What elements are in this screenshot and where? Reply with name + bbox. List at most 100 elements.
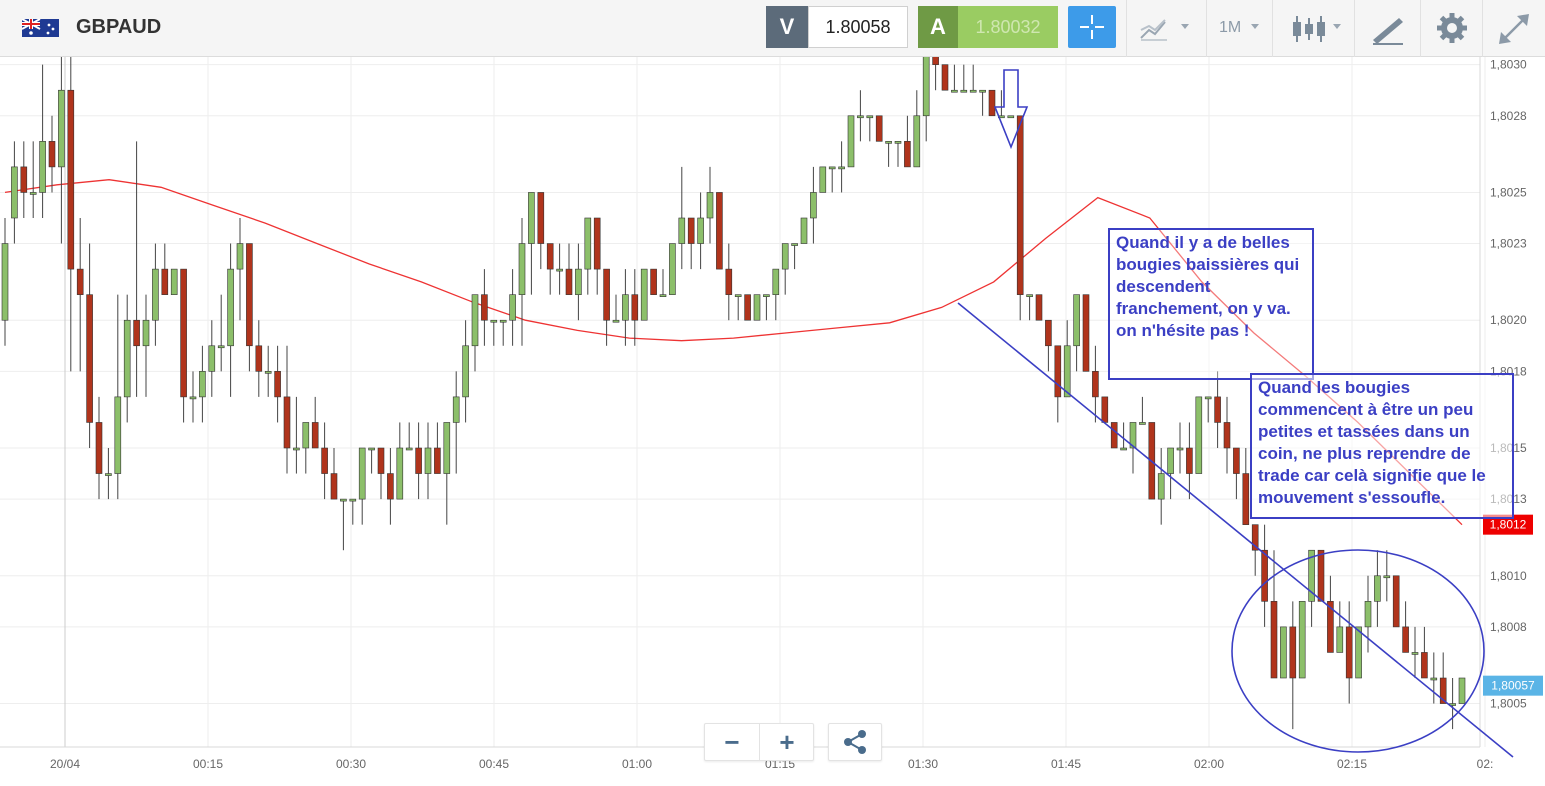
candle-down (603, 268, 610, 321)
candle-down (283, 396, 291, 449)
candle-down (631, 294, 639, 321)
timeframe-select[interactable]: 1M (1206, 0, 1272, 57)
candle-down (330, 473, 338, 500)
candle-down (434, 447, 441, 474)
chart-type-button[interactable] (1126, 0, 1206, 57)
candle-up (490, 319, 498, 323)
y-tick-label: 1,8028 (1490, 109, 1527, 123)
x-tick-label: 01:00 (622, 757, 652, 771)
candle-down (875, 115, 883, 142)
candle-down (1392, 575, 1400, 628)
candle-up (1063, 345, 1071, 398)
candle-up (1195, 396, 1203, 474)
candle-up (152, 268, 159, 321)
candles-icon (1293, 16, 1341, 42)
candle-up (622, 294, 629, 321)
draw-tool-button[interactable] (1354, 0, 1420, 57)
candle-down (1186, 447, 1193, 474)
ma-price-marker (1483, 514, 1533, 535)
candle-down (1327, 601, 1334, 653)
candle-up (199, 371, 206, 398)
candle-down (76, 268, 84, 295)
price-chart[interactable]: 1,8030 1,8028 1,8025 1,8023 1,8020 1,8018 1,80… (0, 57, 1545, 786)
candle-up (1374, 575, 1381, 602)
candle-up (1139, 422, 1146, 425)
y-tick-label: 1,8030 (1490, 58, 1527, 72)
candle-up (358, 447, 366, 500)
down-arrow-annotation (993, 69, 1029, 150)
y-tick-label: 1,8008 (1490, 620, 1527, 634)
candle-up (123, 319, 131, 398)
candle-up (894, 141, 902, 144)
candle-down (67, 89, 75, 270)
current-price-marker (1483, 675, 1543, 696)
candle-down (246, 243, 253, 347)
chart-type-icon (1140, 19, 1189, 41)
candle-down (716, 192, 723, 270)
candle-up (1157, 473, 1165, 500)
candle-down (593, 217, 601, 270)
candle-up (697, 217, 704, 244)
buy-price: 1.80032 (958, 6, 1058, 48)
settings-button[interactable] (1420, 0, 1482, 57)
candle-up (969, 89, 977, 93)
zoom-in-button[interactable]: + (779, 727, 795, 757)
candle-up (208, 345, 216, 372)
y-tick-label: 1,8005 (1490, 697, 1527, 711)
candle-up (640, 268, 648, 321)
candle-down (255, 345, 263, 372)
candle-up (1026, 294, 1033, 297)
candle-up (509, 294, 516, 321)
candle-down (687, 217, 695, 244)
share-button[interactable] (828, 723, 882, 761)
candle-up (753, 294, 761, 321)
candle-up (1383, 575, 1391, 579)
candle-up (1176, 447, 1184, 451)
candle-up (396, 447, 404, 500)
candle-up (405, 447, 413, 451)
x-tick-label: 00:30 (336, 757, 366, 771)
candle-up (612, 319, 620, 323)
sell-price: 1.80058 (808, 6, 908, 48)
x-tick-label: 02: (1477, 757, 1494, 771)
sell-button[interactable]: V (766, 6, 808, 48)
y-tick-label: 1,8025 (1490, 185, 1527, 199)
candle-down (20, 166, 28, 193)
zoom-controls: − + (704, 723, 814, 761)
x-tick-label: 01:30 (908, 757, 938, 771)
crosshair-button[interactable] (1068, 6, 1116, 48)
candle-down (725, 268, 733, 295)
current-price-label: 1,80057 (1491, 679, 1535, 693)
annotation-box-2: Quand les bougies commencent à être un p… (1250, 373, 1514, 519)
ma-price-label: 1,8012 (1490, 518, 1527, 532)
buy-button[interactable]: A (918, 6, 958, 48)
candle-up (443, 422, 451, 474)
candle-down (1421, 652, 1428, 679)
toolbar: GBPAUD V 1.80058 A 1.80032 1M (0, 0, 1545, 57)
candle-style-button[interactable] (1272, 0, 1354, 57)
candle-up (452, 396, 460, 423)
zoom-out-button[interactable]: − (724, 727, 740, 757)
draw-tool-icon (1373, 18, 1403, 45)
fullscreen-button[interactable] (1482, 0, 1545, 57)
candle-down (744, 294, 751, 321)
candle-down (321, 447, 328, 474)
y-tick-label: 1,8010 (1490, 569, 1527, 583)
candle-up (772, 268, 780, 295)
candle-down (1289, 626, 1297, 679)
candle-up (462, 345, 469, 398)
candlestick-chart[interactable]: 1,80301,80281,80251,80231,80201,80181,80… (0, 57, 1545, 786)
candle-up (368, 447, 375, 451)
x-tick-label: 00:15 (193, 757, 223, 771)
candle-up (922, 57, 930, 117)
y-tick-label: 1,8023 (1490, 237, 1527, 251)
candle-down (1345, 626, 1353, 679)
candle-down (546, 243, 554, 270)
candle-up (11, 166, 18, 219)
timeframe-label: 1M (1219, 19, 1242, 36)
candle-down (1223, 422, 1231, 449)
candle-down (1402, 626, 1409, 653)
candle-up (1167, 447, 1174, 474)
candle-up (114, 396, 122, 474)
candle-down (932, 57, 939, 65)
